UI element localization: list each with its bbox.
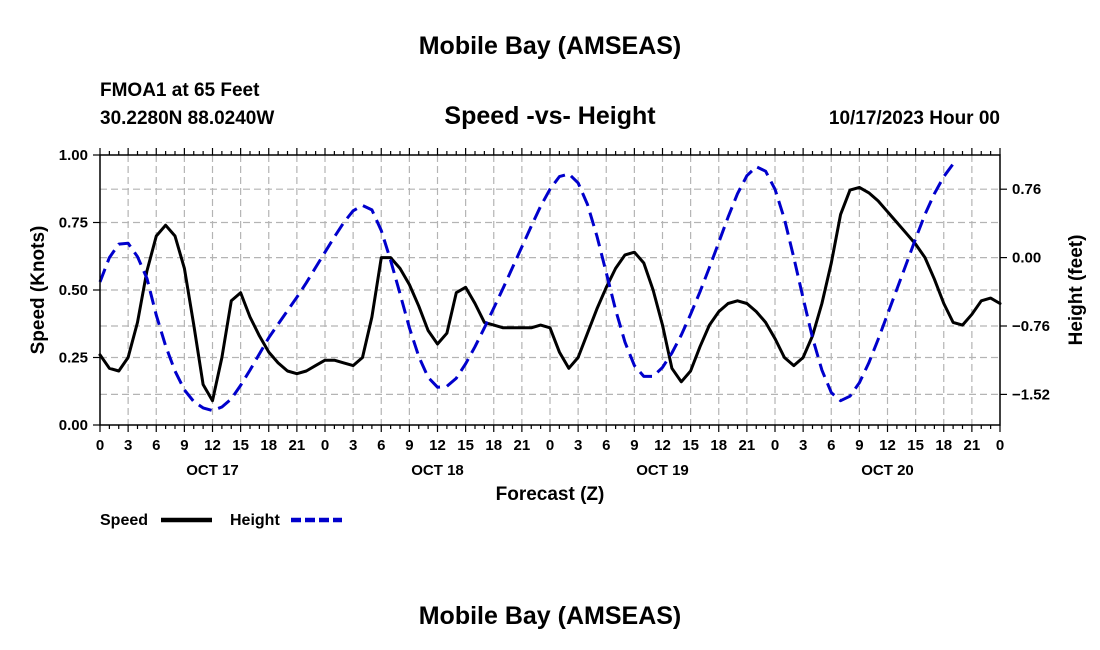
tick-labels: 0 3 6 9 12 15 18 21 0 3 6 9 12 15 18 21 0 3 6 9 12 15 18 21 0 3 6 9…	[59, 147, 1050, 479]
x-tick-label: 18	[485, 437, 502, 454]
x-tick-label: 0	[546, 437, 554, 454]
x-tick-label: 0	[996, 437, 1004, 454]
legend-speed-label: Speed	[100, 512, 148, 529]
x-tick-label: 0	[96, 437, 104, 454]
x-tick-label: 15	[457, 437, 474, 454]
x-tick-label: 12	[654, 437, 671, 454]
x-axis-label: Forecast (Z)	[496, 484, 605, 505]
grid	[100, 155, 1000, 425]
x-tick-label: 9	[180, 437, 188, 454]
y-axis-left-label: Speed (Knots)	[28, 226, 49, 355]
x-tick-label: 9	[855, 437, 863, 454]
y-left-tick-label: 1.00	[59, 147, 88, 164]
y-right-tick-label: −1.52	[1012, 386, 1050, 403]
x-tick-label: 18	[935, 437, 952, 454]
x-tick-label: 9	[630, 437, 638, 454]
series-line-height	[98, 163, 955, 413]
x-tick-label: 15	[232, 437, 249, 454]
axes	[93, 148, 1007, 432]
x-tick-label: 21	[514, 437, 531, 454]
x-tick-label: 6	[152, 437, 160, 454]
y-right-tick-label: 0.76	[1012, 181, 1041, 198]
series-line-speed	[98, 185, 1002, 403]
coords-label: 30.2280N 88.0240W	[100, 108, 274, 129]
x-tick-label: 6	[827, 437, 835, 454]
x-tick-label: 21	[289, 437, 306, 454]
y-right-tick-label: 0.00	[1012, 250, 1041, 267]
legend-height-label: Height	[230, 512, 280, 529]
x-tick-label: 6	[602, 437, 610, 454]
y-left-tick-label: 0.25	[59, 350, 88, 367]
legend: Speed Height	[100, 512, 342, 529]
x-tick-label: 0	[771, 437, 779, 454]
x-tick-label: 12	[879, 437, 896, 454]
footer-title: Mobile Bay (AMSEAS)	[419, 602, 682, 630]
station-label: FMOA1 at 65 Feet	[100, 80, 260, 101]
x-tick-label: 12	[429, 437, 446, 454]
x-tick-label: 9	[405, 437, 413, 454]
date-label: 10/17/2023 Hour 00	[829, 108, 1000, 129]
x-tick-label: 3	[799, 437, 807, 454]
day-label: OCT 17	[186, 462, 239, 479]
chart-title: Speed -vs- Height	[444, 102, 656, 130]
y-left-tick-label: 0.00	[59, 417, 88, 434]
x-tick-label: 15	[682, 437, 699, 454]
series-layer	[98, 163, 1002, 413]
x-tick-label: 18	[710, 437, 727, 454]
x-tick-label: 21	[739, 437, 756, 454]
page-title: Mobile Bay (AMSEAS)	[419, 32, 682, 60]
x-tick-label: 3	[349, 437, 357, 454]
x-tick-label: 21	[964, 437, 981, 454]
day-label: OCT 18	[411, 462, 464, 479]
y-axis-right-label: Height (feet)	[1066, 235, 1087, 346]
x-tick-label: 6	[377, 437, 385, 454]
day-label: OCT 19	[636, 462, 689, 479]
x-tick-label: 15	[907, 437, 924, 454]
x-tick-label: 0	[321, 437, 329, 454]
y-left-tick-label: 0.75	[59, 215, 88, 232]
y-left-tick-label: 0.50	[59, 282, 88, 299]
x-tick-label: 12	[204, 437, 221, 454]
day-label: OCT 20	[861, 462, 914, 479]
x-tick-label: 3	[574, 437, 582, 454]
x-tick-label: 3	[124, 437, 132, 454]
y-right-tick-label: −0.76	[1012, 318, 1050, 335]
x-tick-label: 18	[260, 437, 277, 454]
